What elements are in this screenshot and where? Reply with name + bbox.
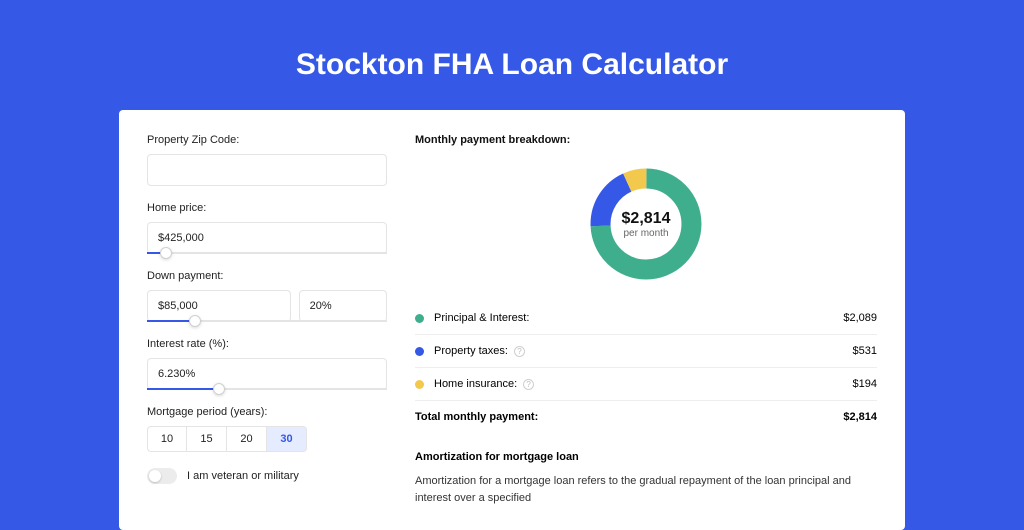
row-label: Property taxes: ? bbox=[434, 345, 853, 357]
amortization-section: Amortization for mortgage loan Amortizat… bbox=[415, 451, 877, 506]
period-buttons: 10 15 20 30 bbox=[147, 426, 387, 452]
donut-chart: $2,814 per month bbox=[415, 156, 877, 302]
interest-group: Interest rate (%): bbox=[147, 338, 387, 390]
breakdown-title: Monthly payment breakdown: bbox=[415, 134, 877, 146]
help-icon[interactable]: ? bbox=[514, 346, 525, 357]
row-principal-interest: Principal & Interest: $2,089 bbox=[415, 302, 877, 335]
interest-input[interactable] bbox=[147, 358, 387, 390]
calculator-card: Property Zip Code: Home price: Down paym… bbox=[119, 110, 905, 530]
row-label-text: Principal & Interest: bbox=[434, 312, 529, 324]
down-payment-label: Down payment: bbox=[147, 270, 387, 282]
home-price-group: Home price: bbox=[147, 202, 387, 254]
down-payment-group: Down payment: bbox=[147, 270, 387, 322]
period-btn-30[interactable]: 30 bbox=[267, 426, 307, 452]
period-btn-20[interactable]: 20 bbox=[227, 426, 267, 452]
period-label: Mortgage period (years): bbox=[147, 406, 387, 418]
row-label-text: Home insurance: bbox=[434, 378, 517, 390]
page-title: Stockton FHA Loan Calculator bbox=[0, 0, 1024, 110]
amortization-text: Amortization for a mortgage loan refers … bbox=[415, 473, 877, 506]
veteran-label: I am veteran or military bbox=[187, 470, 299, 482]
form-panel: Property Zip Code: Home price: Down paym… bbox=[147, 134, 387, 506]
row-value: $2,089 bbox=[843, 312, 877, 324]
zip-label: Property Zip Code: bbox=[147, 134, 387, 146]
row-total: Total monthly payment: $2,814 bbox=[415, 401, 877, 433]
dot-icon bbox=[415, 380, 424, 389]
period-group: Mortgage period (years): 10 15 20 30 bbox=[147, 406, 387, 452]
zip-group: Property Zip Code: bbox=[147, 134, 387, 186]
row-label-text: Property taxes: bbox=[434, 345, 508, 357]
zip-input[interactable] bbox=[147, 154, 387, 186]
interest-label: Interest rate (%): bbox=[147, 338, 387, 350]
row-label: Principal & Interest: bbox=[434, 312, 843, 324]
total-label: Total monthly payment: bbox=[415, 411, 843, 423]
row-value: $531 bbox=[853, 345, 877, 357]
breakdown-panel: Monthly payment breakdown: $2,814 per mo… bbox=[415, 134, 877, 506]
dot-icon bbox=[415, 314, 424, 323]
row-label: Home insurance: ? bbox=[434, 378, 853, 390]
veteran-row: I am veteran or military bbox=[147, 468, 387, 484]
down-payment-amount-input[interactable] bbox=[147, 290, 291, 322]
row-value: $194 bbox=[853, 378, 877, 390]
row-home-insurance: Home insurance: ? $194 bbox=[415, 368, 877, 401]
down-payment-pct-input[interactable] bbox=[299, 290, 387, 322]
total-value: $2,814 bbox=[843, 411, 877, 423]
row-property-taxes: Property taxes: ? $531 bbox=[415, 335, 877, 368]
help-icon[interactable]: ? bbox=[523, 379, 534, 390]
period-btn-15[interactable]: 15 bbox=[187, 426, 227, 452]
donut-amount: $2,814 bbox=[622, 210, 671, 228]
home-price-input[interactable] bbox=[147, 222, 387, 254]
veteran-toggle[interactable] bbox=[147, 468, 177, 484]
amortization-title: Amortization for mortgage loan bbox=[415, 451, 877, 463]
period-btn-10[interactable]: 10 bbox=[147, 426, 187, 452]
donut-per-month: per month bbox=[623, 228, 668, 239]
dot-icon bbox=[415, 347, 424, 356]
home-price-label: Home price: bbox=[147, 202, 387, 214]
